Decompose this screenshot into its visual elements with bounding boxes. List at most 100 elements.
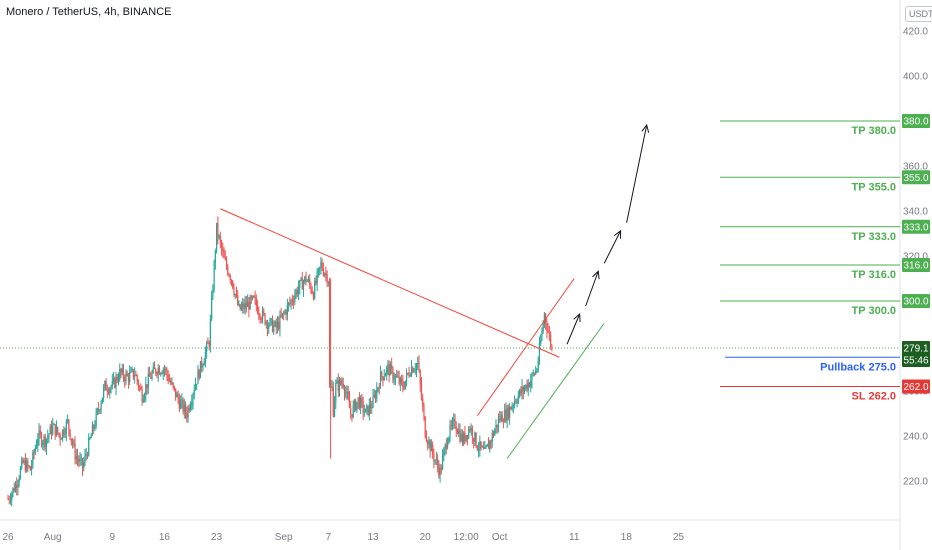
candle-body [517,395,519,403]
candle-body [389,365,392,376]
candle-body [114,378,116,388]
candle-body [353,400,356,406]
candle-body [504,410,506,423]
candle-body [379,372,382,389]
candle-body [121,368,123,373]
candle-body [482,446,485,449]
y-tick-label: 400.0 [903,72,928,83]
symbol-title: Monero / TetherUS, 4h, BINANCE [6,6,172,18]
candle-body [176,393,178,398]
candle-body [13,487,15,492]
candle-body [471,428,473,439]
candle-body [527,383,529,390]
time-axis[interactable]: 26 Aug 9 16 23 Sep 7 13 20 12:00 Oct 11 18 25 [2,532,684,543]
candle-body [239,304,241,310]
candle-body [417,362,419,365]
x-tick-label: Aug [44,532,62,543]
candle-body [315,281,317,284]
level-label-tp-300: TP 300.0 [852,305,896,317]
candle-body [27,461,29,467]
candle-body [209,319,211,347]
candle-body [314,281,316,299]
candle-body [213,262,215,290]
candle-body [535,370,537,375]
candle-body [178,399,180,409]
candle-body [382,376,384,380]
candle-body [321,262,323,270]
candle-body [363,412,365,414]
price-axis[interactable]: 220.0240.0260.0280.0300.0320.0340.0360.0… [902,27,930,488]
candle-body [391,365,393,369]
candle-body [402,381,404,389]
candle-body [12,487,14,494]
x-tick-label: 7 [326,532,332,543]
candle-body [305,276,307,282]
x-tick-label: Sep [275,532,293,543]
candle-body [388,364,390,376]
candle-body [230,279,233,281]
candle-body [261,310,264,320]
candle-body [309,279,311,285]
candle-body [429,440,431,452]
candle-body [101,397,103,404]
candle-body [163,369,166,371]
candle-body [67,419,69,422]
candle-body [538,343,541,361]
candle-body [532,373,534,375]
candle-body [95,412,97,427]
candle-body [126,373,128,377]
candle-body [475,432,477,447]
candle-body [510,406,512,410]
candle-body [342,383,344,387]
candle-body [153,366,156,370]
candle-body [420,384,423,399]
candle-body [233,288,235,295]
candle-body [469,429,471,431]
candle-body [253,296,255,298]
price-badge-text-tp-300: 300.0 [903,297,928,308]
candle-body [455,426,457,431]
candle-body [373,394,375,397]
candle-body [430,444,433,452]
candle-body [507,407,509,418]
candle-body [317,268,320,272]
level-label-pullback-275: Pullback 275.0 [820,361,896,373]
candle-body [418,362,420,371]
candle-body [193,390,195,395]
price-badge-sl-262 [902,379,930,394]
candle-body [143,395,146,400]
candle-body [168,380,171,382]
candle-body [21,460,23,469]
candle-body [506,407,508,421]
candle-body [345,392,347,394]
candle-body [175,388,177,398]
candle-body [463,432,465,444]
candle-body [444,444,446,450]
candle-body [55,427,58,436]
candle-body [356,402,358,411]
candle-body [117,379,120,381]
candle-body [254,296,256,299]
candle-body [294,295,296,302]
candle-body [182,399,184,412]
price-badge-text-tp-355: 355.0 [903,173,928,184]
candle-body [304,276,306,282]
candle-body [206,342,208,352]
candle-body [285,311,287,315]
currency-button[interactable]: USDT [905,6,932,22]
current-price-badge [902,341,930,368]
candle-body [237,294,239,305]
projection-arrow-segment [626,124,648,223]
candle-body [537,360,539,371]
current-price-text: 279.1 [903,344,928,355]
price-badge-text-tp-333: 333.0 [903,222,928,233]
candle-body [362,401,364,413]
candle-body [211,297,213,320]
candle-body [100,403,102,411]
candle-body [249,296,251,310]
candle-body [73,443,75,445]
candle-body [155,369,157,374]
candle-body [86,454,89,456]
candle-body [522,386,524,392]
